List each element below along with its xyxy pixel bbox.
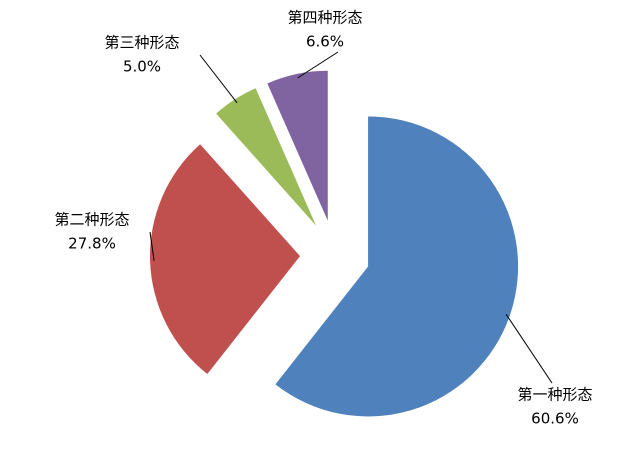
pie-slice (275, 116, 519, 417)
slice-label: 第四种形态 (287, 9, 362, 27)
pie-slice (150, 144, 301, 375)
slice-label: 第一种形态 (517, 386, 592, 404)
slice-value-label: 5.0% (123, 58, 161, 76)
slice-value-label: 6.6% (306, 33, 344, 51)
leader-line (505, 313, 553, 384)
leader-line (199, 54, 238, 104)
slice-label: 第三种形态 (104, 34, 179, 52)
pie-slice (216, 88, 317, 226)
slice-value-label: 27.8% (68, 235, 116, 253)
pie-slice (267, 70, 328, 221)
slice-label: 第二种形态 (54, 211, 129, 229)
leader-line (297, 51, 339, 79)
leader-line (149, 231, 155, 261)
slice-value-label: 60.6% (531, 410, 579, 428)
